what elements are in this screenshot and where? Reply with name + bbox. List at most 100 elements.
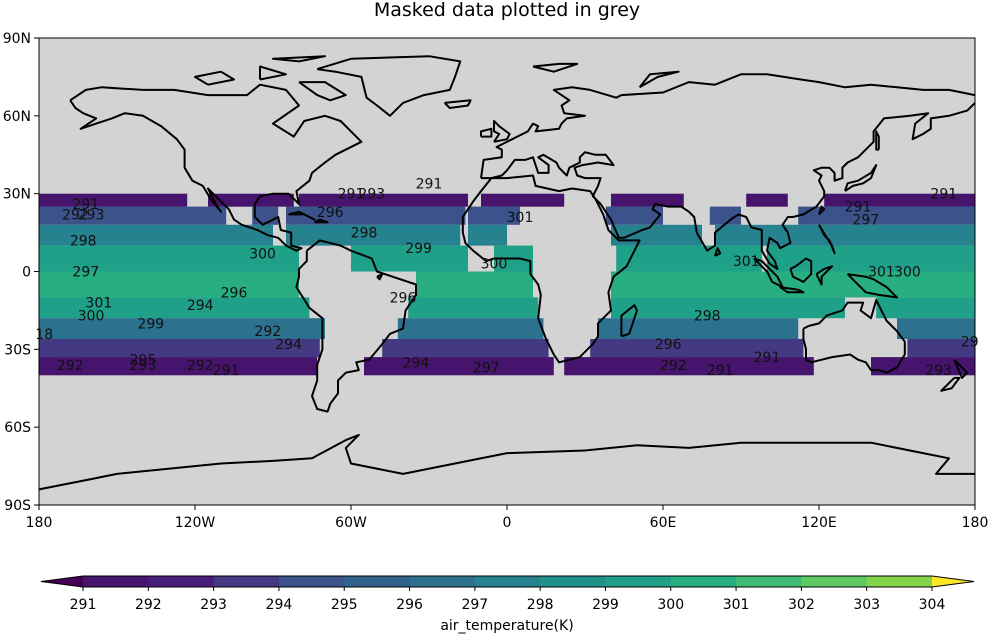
data-cell — [468, 206, 520, 225]
contour-label: 293 — [130, 358, 157, 374]
coastlines — [38, 55, 976, 491]
coastline — [480, 127, 493, 138]
data-cell — [468, 224, 507, 246]
colorbar-segment — [278, 576, 345, 587]
y-tick-label: 30N — [3, 187, 31, 203]
coastline — [953, 358, 969, 379]
coastline — [789, 257, 813, 283]
contour-label: 298 — [351, 226, 378, 242]
colorbar-tick-label: 297 — [461, 597, 488, 613]
coastline — [481, 102, 976, 270]
y-tick-label: 60S — [4, 420, 31, 436]
x-axis: 180 120W 60W 0 60E 120E 180 — [26, 505, 988, 531]
colorbar-segment — [736, 576, 802, 587]
contour-label: 294 — [187, 298, 214, 314]
data-cell — [39, 339, 320, 358]
colorbar-segment — [866, 576, 933, 587]
contour-label: 292 — [254, 324, 281, 340]
contour-label: 292 — [187, 358, 214, 374]
contour-label: 291 — [707, 363, 734, 379]
coastline — [259, 65, 287, 81]
x-tick-label: 120W — [175, 515, 216, 531]
coastline — [818, 224, 836, 255]
contour-label: 293 — [358, 187, 385, 203]
contour-label: 295 — [130, 353, 157, 369]
coastline — [194, 70, 235, 86]
contour-label: 296 — [317, 205, 344, 221]
data-cell — [39, 224, 273, 246]
data-cell — [397, 318, 544, 339]
contour-label: 297 — [852, 213, 879, 229]
contour-label: 300 — [249, 246, 276, 262]
colorbar-segment — [83, 576, 149, 587]
contour-label: 294 — [403, 355, 430, 371]
contour-label: 291 — [416, 176, 443, 192]
data-cell — [824, 193, 975, 207]
colorbar-segment — [801, 576, 868, 587]
contour-label: 292 — [57, 358, 84, 374]
contour-label: 298 — [694, 309, 721, 325]
coastline — [620, 304, 638, 338]
colorbar-tick-label: 299 — [592, 597, 619, 613]
data-field — [39, 193, 975, 376]
coastline — [461, 174, 641, 364]
colorbar-tick-label: 291 — [70, 597, 97, 613]
colorbar-segment — [540, 576, 606, 587]
data-cell — [564, 357, 814, 376]
colorbar-extend-low — [41, 576, 83, 587]
coastline — [493, 120, 511, 143]
contour-label: 300 — [481, 257, 508, 273]
data-cell — [616, 245, 762, 272]
contour-label: 299 — [405, 241, 432, 257]
contour-label: 291 — [930, 187, 957, 203]
coastline — [815, 265, 833, 286]
contour-label: 292 — [660, 358, 687, 374]
x-tick-label: 120E — [801, 515, 837, 531]
contour-label: 300 — [78, 309, 105, 325]
contour-label: 291 — [754, 350, 781, 366]
data-cell — [605, 206, 663, 225]
contour-label: 29 — [961, 335, 979, 351]
contour-label: 292 — [62, 207, 89, 223]
data-cell — [611, 193, 684, 207]
data-cell — [382, 339, 549, 358]
data-cell — [798, 206, 975, 225]
colorbar-tick-label: 301 — [723, 597, 750, 613]
contour-label: 301 — [507, 210, 534, 226]
data-cell — [286, 206, 466, 225]
data-cell — [39, 318, 325, 339]
data-cell — [299, 193, 468, 207]
colorbar-tick-label: 294 — [266, 597, 293, 613]
coastline — [802, 299, 906, 374]
data-cell — [39, 357, 318, 376]
data-cell — [39, 297, 310, 319]
colorbar-segment — [148, 576, 215, 587]
coastline — [714, 247, 722, 257]
data-cell — [876, 297, 975, 319]
contour-label: 297 — [72, 265, 99, 281]
data-cell — [897, 318, 975, 339]
colorbar-extend-high — [932, 576, 974, 587]
coastline — [69, 83, 363, 252]
y-tick-label: 90S — [4, 498, 31, 514]
data-cell — [611, 297, 845, 319]
coastline — [272, 55, 326, 63]
data-cell — [39, 206, 227, 225]
data-cell — [715, 224, 975, 246]
coastline — [316, 55, 462, 117]
coastline — [779, 286, 805, 294]
contour-label: 296 — [390, 290, 417, 306]
coastline — [940, 376, 961, 392]
colorbar-segment — [344, 576, 410, 587]
colorbar: 291 292 293 294 295 296 297 298 299 300 301 302 303 3… — [40, 575, 975, 613]
coastline — [288, 210, 316, 221]
x-tick-label: 180 — [26, 515, 53, 531]
y-tick-label: 60N — [3, 109, 31, 125]
contour-label: 293 — [78, 207, 105, 223]
x-tick-label: 60E — [650, 515, 677, 531]
y-tick-label: 90N — [3, 31, 31, 47]
colorbar-tick-label: 295 — [331, 597, 358, 613]
colorbar-tick-label: 300 — [657, 597, 684, 613]
